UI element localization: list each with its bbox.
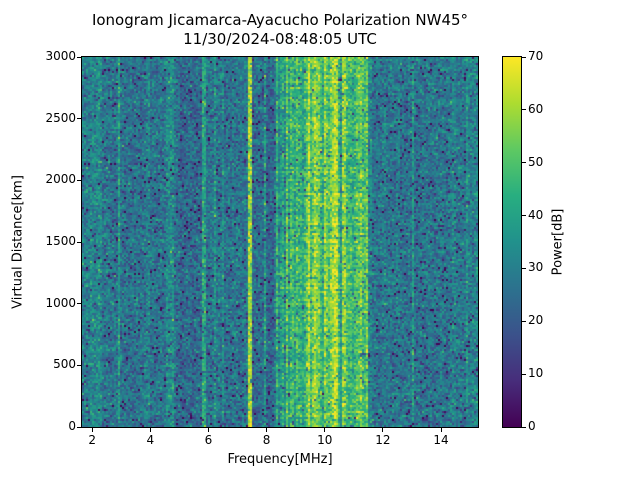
y-tick-mark xyxy=(77,241,81,243)
y-tick-label: 0 xyxy=(68,419,76,433)
colorbar-tick-label: 40 xyxy=(528,207,544,222)
y-axis-label: Virtual Distance[km] xyxy=(10,175,26,309)
colorbar-tick-mark xyxy=(522,162,526,164)
colorbar-tick-mark xyxy=(522,320,526,322)
x-tick-mark xyxy=(324,428,326,432)
x-tick-label: 6 xyxy=(204,433,213,447)
chart-title: Ionogram Jicamarca-Ayacucho Polarization… xyxy=(91,11,469,29)
colorbar-tick-label: 30 xyxy=(528,260,544,275)
colorbar-tick-mark xyxy=(522,267,526,269)
x-tick-mark xyxy=(382,428,384,432)
y-tick-label: 2000 xyxy=(45,172,76,187)
ionogram-heatmap xyxy=(82,57,478,427)
x-tick-label: 14 xyxy=(433,433,449,447)
colorbar-tick-label: 70 xyxy=(528,49,544,63)
x-axis-label: Frequency[MHz] xyxy=(227,452,333,467)
x-tick-label: 8 xyxy=(262,433,271,447)
colorbar-tick-label: 20 xyxy=(528,313,544,328)
y-tick-label: 3000 xyxy=(45,49,76,63)
x-tick-label: 4 xyxy=(146,433,155,447)
colorbar-tick-label: 0 xyxy=(528,419,536,433)
y-tick-label: 1000 xyxy=(45,295,76,310)
colorbar-tick-mark xyxy=(522,56,526,58)
y-tick-label: 2500 xyxy=(45,110,76,125)
y-tick-mark xyxy=(77,179,81,181)
x-tick-mark xyxy=(266,428,268,432)
x-tick-mark xyxy=(91,428,93,432)
colorbar-tick-mark xyxy=(522,426,526,428)
x-tick-mark xyxy=(207,428,209,432)
colorbar-tick-label: 10 xyxy=(528,366,544,381)
chart-title-block: Ionogram Jicamarca-Ayacucho Polarization… xyxy=(82,11,478,49)
y-tick-mark xyxy=(77,303,81,305)
x-tick-label: 2 xyxy=(88,433,96,447)
colorbar-tick-label: 50 xyxy=(528,154,544,169)
y-tick-label: 500 xyxy=(53,357,76,372)
y-tick-mark xyxy=(77,118,81,120)
chart-subtitle: 11/30/2024-08:48:05 UTC xyxy=(183,30,377,48)
y-tick-label: 1500 xyxy=(45,234,76,248)
y-tick-mark xyxy=(77,56,81,58)
colorbar-tick-label: 60 xyxy=(528,101,544,116)
y-tick-mark xyxy=(77,364,81,366)
x-tick-mark xyxy=(440,428,442,432)
x-tick-label: 10 xyxy=(317,433,333,447)
colorbar-tick-mark xyxy=(522,215,526,217)
colorbar-label: Power[dB] xyxy=(550,208,566,276)
x-tick-mark xyxy=(149,428,151,432)
colorbar-tick-mark xyxy=(522,109,526,111)
colorbar xyxy=(503,57,521,427)
colorbar-tick-mark xyxy=(522,373,526,375)
x-tick-label: 12 xyxy=(375,433,391,447)
y-tick-mark xyxy=(77,426,81,428)
